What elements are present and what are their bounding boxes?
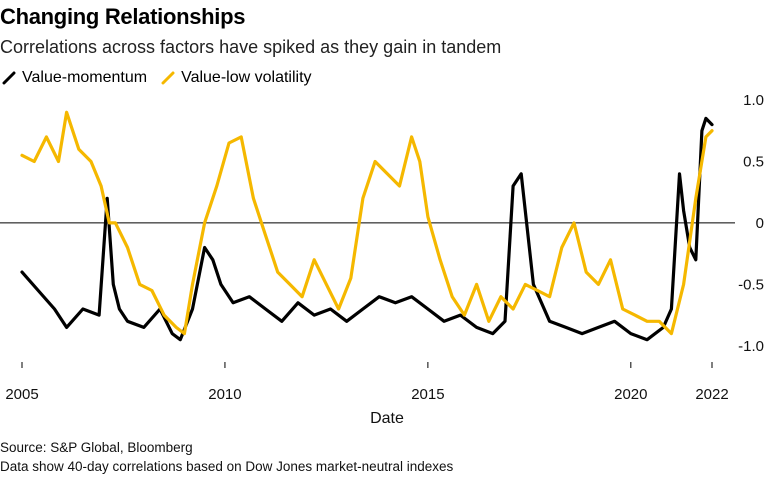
legend-label-value-momentum: Value-momentum — [22, 69, 148, 86]
chart-source: Source: S&P Global, Bloomberg — [0, 440, 193, 455]
chart-title: Changing Relationships — [0, 4, 246, 29]
y-tick-label: 1.0 — [743, 92, 764, 109]
chart-subtitle: Correlations across factors have spiked … — [0, 37, 502, 57]
y-tick-label: -1.0 — [738, 338, 764, 355]
y-tick-label: 0.5 — [743, 153, 764, 170]
legend-label-value-low-volatility: Value-low volatility — [181, 69, 312, 86]
x-axis-label: Date — [370, 410, 404, 427]
series-line-value-low-volatility — [20, 110, 714, 336]
x-tick-label: 2010 — [208, 386, 241, 403]
legend-item-value-momentum: Value-momentum — [2, 69, 147, 87]
x-tick-label: 2005 — [5, 386, 38, 403]
y-tick-label: 0 — [756, 215, 764, 232]
x-tick-label: 2015 — [411, 386, 444, 403]
legend-item-value-low-volatility: Value-low volatility — [161, 69, 312, 87]
chart-note: Data show 40-day correlations based on D… — [0, 459, 454, 474]
y-tick-label: -0.5 — [738, 276, 764, 293]
legend-swatch-value-low-volatility-icon — [161, 71, 175, 85]
legend: Value-momentum Value-low volatility — [2, 69, 326, 87]
x-tick-label: 2022 — [695, 386, 728, 403]
x-tick-label: 2020 — [614, 386, 647, 403]
series-line-value-momentum — [20, 116, 714, 342]
legend-swatch-value-momentum-icon — [2, 71, 16, 85]
